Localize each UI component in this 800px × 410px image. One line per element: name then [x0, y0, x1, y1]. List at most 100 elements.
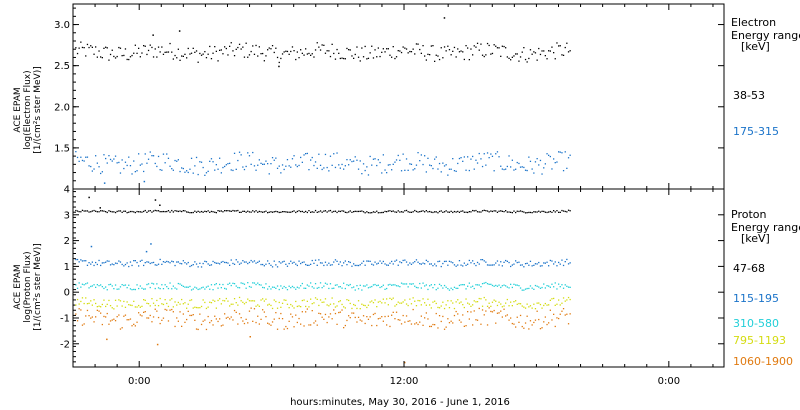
data-point	[564, 284, 566, 286]
data-point	[105, 46, 107, 48]
data-point	[101, 57, 103, 59]
data-point	[114, 320, 117, 322]
data-point	[300, 49, 302, 51]
data-point	[83, 47, 85, 49]
data-point	[265, 160, 267, 162]
data-point	[78, 282, 80, 284]
data-point	[83, 210, 85, 212]
data-point	[318, 304, 320, 307]
data-point	[518, 162, 520, 165]
data-point	[281, 261, 284, 263]
data-point	[144, 45, 146, 47]
data-point	[154, 48, 156, 50]
data-point	[524, 212, 527, 214]
data-point	[88, 46, 90, 49]
data-point	[217, 210, 219, 212]
data-point	[476, 261, 479, 264]
data-point	[339, 300, 341, 302]
data-point	[225, 164, 227, 166]
data-point	[386, 298, 388, 300]
data-point	[177, 282, 179, 285]
data-point	[169, 42, 171, 45]
data-point	[357, 210, 360, 213]
data-point	[518, 60, 520, 62]
data-point	[258, 323, 260, 325]
data-point	[205, 57, 208, 59]
data-point	[510, 317, 512, 319]
data-point	[164, 162, 166, 164]
data-point	[387, 304, 389, 306]
data-point	[518, 321, 520, 323]
data-point	[291, 210, 294, 213]
data-point	[391, 298, 393, 301]
data-point	[121, 327, 123, 329]
data-point	[300, 156, 302, 159]
data-point	[187, 261, 189, 264]
data-point	[171, 51, 173, 53]
data-point	[311, 286, 313, 288]
data-point	[551, 319, 553, 321]
data-point	[382, 211, 384, 214]
ytick-label: 3.0	[54, 20, 70, 31]
data-point	[90, 285, 92, 288]
data-point	[410, 283, 413, 285]
data-point	[389, 54, 391, 56]
data-point	[224, 46, 226, 48]
data-point	[255, 321, 257, 324]
data-point	[551, 46, 553, 48]
data-point	[556, 161, 558, 163]
data-point	[432, 323, 434, 326]
data-point	[495, 300, 497, 302]
data-point	[169, 282, 171, 284]
data-point	[199, 52, 201, 55]
data-point	[172, 169, 174, 171]
data-point	[495, 45, 497, 47]
data-point	[362, 260, 365, 262]
data-point	[357, 288, 360, 290]
data-point	[564, 300, 566, 302]
data-point	[230, 42, 232, 44]
data-point	[147, 158, 150, 160]
data-point	[146, 302, 148, 304]
data-point	[139, 211, 141, 213]
data-point	[123, 167, 125, 170]
data-point	[233, 309, 236, 312]
data-point	[359, 210, 361, 212]
data-point	[91, 210, 93, 212]
data-point	[457, 210, 459, 213]
data-point	[76, 258, 79, 261]
data-point	[318, 211, 320, 213]
data-point	[273, 51, 275, 54]
data-point	[519, 314, 522, 317]
data-point	[364, 322, 366, 325]
data-point	[192, 47, 194, 49]
data-point	[253, 211, 256, 213]
data-point	[109, 158, 112, 161]
data-point	[356, 307, 358, 310]
data-point	[394, 284, 396, 286]
data-point	[513, 283, 515, 285]
data-point	[519, 56, 522, 58]
data-point	[96, 309, 98, 311]
data-point	[240, 48, 242, 50]
data-point	[105, 286, 107, 288]
data-point	[192, 172, 194, 174]
data-point	[161, 169, 163, 171]
data-point	[432, 167, 434, 170]
data-point	[351, 307, 353, 310]
data-point	[298, 317, 300, 320]
data-point	[106, 211, 108, 214]
data-point	[323, 264, 325, 267]
data-point	[324, 153, 327, 156]
data-point	[81, 297, 84, 299]
data-point	[387, 210, 389, 212]
data-point	[80, 309, 82, 311]
data-point	[151, 262, 153, 264]
data-point	[313, 302, 315, 304]
data-point	[222, 299, 224, 302]
data-point	[257, 304, 259, 306]
data-point	[419, 160, 421, 162]
data-point	[156, 283, 158, 285]
data-point	[113, 318, 115, 320]
data-point	[205, 307, 208, 310]
